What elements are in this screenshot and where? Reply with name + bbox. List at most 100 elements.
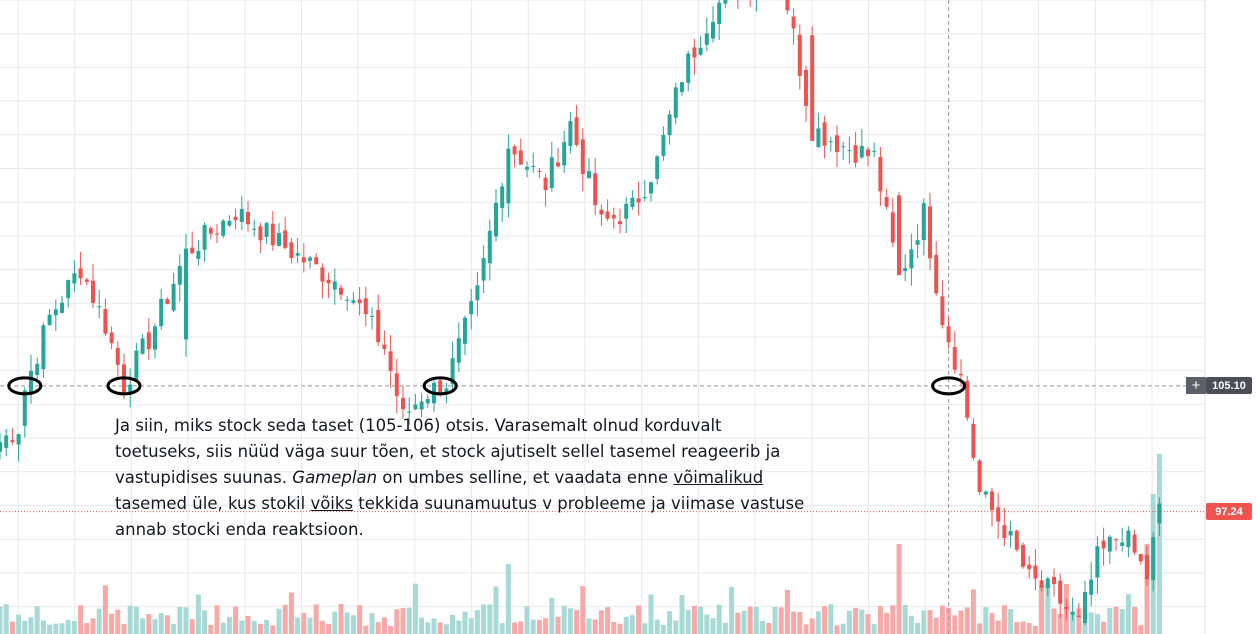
- candle-body: [525, 166, 529, 170]
- volume-bar: [605, 607, 611, 634]
- candle-body: [723, 0, 728, 4]
- candle-body: [642, 197, 647, 199]
- volume-bar: [642, 623, 648, 634]
- candle-body: [382, 344, 387, 350]
- volume-bar: [673, 620, 679, 634]
- candle-body: [1027, 564, 1032, 570]
- volume-bar: [344, 612, 350, 634]
- volume-bar: [1101, 621, 1107, 634]
- candle-body: [308, 257, 312, 261]
- candle-body: [456, 338, 461, 363]
- candle-body: [543, 177, 548, 191]
- candle-body: [1008, 530, 1013, 536]
- candle-body: [270, 223, 275, 246]
- candle-body: [816, 128, 821, 147]
- candle-body: [407, 411, 412, 413]
- volume-bar: [381, 617, 387, 634]
- candle-body: [159, 298, 164, 327]
- candle-body: [841, 146, 846, 148]
- candle-body: [227, 220, 232, 226]
- volume-bar: [226, 616, 232, 634]
- volume-bar: [189, 619, 195, 634]
- candle-body: [599, 209, 604, 215]
- volume-bar: [202, 610, 208, 634]
- candle-body: [983, 491, 988, 495]
- candle-body: [1157, 503, 1162, 524]
- candle-body: [1095, 546, 1100, 578]
- candle-body: [419, 401, 424, 410]
- candle-body: [890, 212, 895, 243]
- candle-body: [698, 47, 703, 55]
- candle-body: [649, 182, 653, 194]
- crosshair-price-label: 105.10: [1206, 377, 1252, 395]
- volume-bar: [183, 607, 189, 634]
- volume-bar: [115, 609, 121, 634]
- volume-bar: [710, 618, 716, 634]
- candle-body: [394, 373, 399, 396]
- volume-bar: [84, 623, 90, 634]
- volume-bar: [499, 623, 505, 634]
- crosshair-plus-icon[interactable]: +: [1186, 377, 1206, 395]
- candle-body: [921, 203, 926, 241]
- volume-bar: [760, 620, 766, 634]
- volume-bar: [1076, 608, 1082, 634]
- volume-bar: [660, 624, 666, 634]
- candle-body: [593, 173, 598, 206]
- candle-body: [822, 122, 827, 146]
- volume-bar: [431, 618, 437, 634]
- candle-body: [376, 310, 381, 343]
- volume-bar: [1119, 609, 1125, 634]
- candle-body: [667, 114, 672, 136]
- candlesticks: [0, 0, 1162, 625]
- volume-bar: [617, 623, 623, 634]
- volume-bar: [357, 605, 363, 634]
- volume-bar: [450, 614, 456, 634]
- volume-bar: [846, 610, 852, 634]
- volume-bar: [338, 604, 344, 634]
- candle-body: [91, 280, 95, 303]
- volume-bar: [47, 624, 53, 634]
- volume-bar: [1051, 608, 1057, 634]
- annotation-line-6: annab stocki enda reaktsioon.: [115, 520, 364, 539]
- volume-bar: [1082, 621, 1088, 634]
- candle-body: [568, 121, 573, 147]
- volume-bar: [747, 606, 753, 634]
- candle-body: [965, 380, 970, 418]
- volume-bar: [896, 544, 902, 634]
- volume-bar: [295, 617, 301, 634]
- volume-bar: [443, 624, 449, 634]
- volume-bar: [636, 605, 642, 634]
- volume-bar: [146, 614, 152, 634]
- candle-body: [859, 145, 864, 158]
- candle-body: [977, 460, 982, 493]
- volume-bar: [772, 606, 778, 634]
- volume-bar: [3, 604, 9, 634]
- candle-body: [425, 398, 430, 404]
- candle-body: [16, 434, 21, 445]
- candle-body: [41, 325, 46, 370]
- volume-bar: [815, 611, 821, 634]
- volume-bar: [729, 586, 735, 634]
- candle-body: [1058, 580, 1063, 604]
- volume-bar: [958, 610, 964, 634]
- last-price-label: 97.24: [1206, 503, 1252, 521]
- volume-bar: [177, 606, 183, 634]
- volume-bar: [388, 625, 394, 634]
- volume-bar: [71, 620, 77, 634]
- candle-body: [283, 230, 288, 248]
- volume-bar: [908, 615, 914, 634]
- candle-body: [190, 247, 195, 254]
- candle-body: [494, 202, 498, 237]
- volume-bar: [592, 619, 598, 634]
- volume-bar: [995, 620, 1001, 634]
- volume-bar: [952, 615, 958, 634]
- volume-bar: [9, 621, 15, 634]
- candle-body: [450, 358, 455, 385]
- volume-bar: [288, 592, 294, 634]
- volume-bar: [927, 609, 933, 634]
- volume-bar: [394, 609, 400, 634]
- candle-body: [866, 149, 870, 156]
- candle-body: [952, 346, 957, 370]
- candle-body: [388, 351, 393, 372]
